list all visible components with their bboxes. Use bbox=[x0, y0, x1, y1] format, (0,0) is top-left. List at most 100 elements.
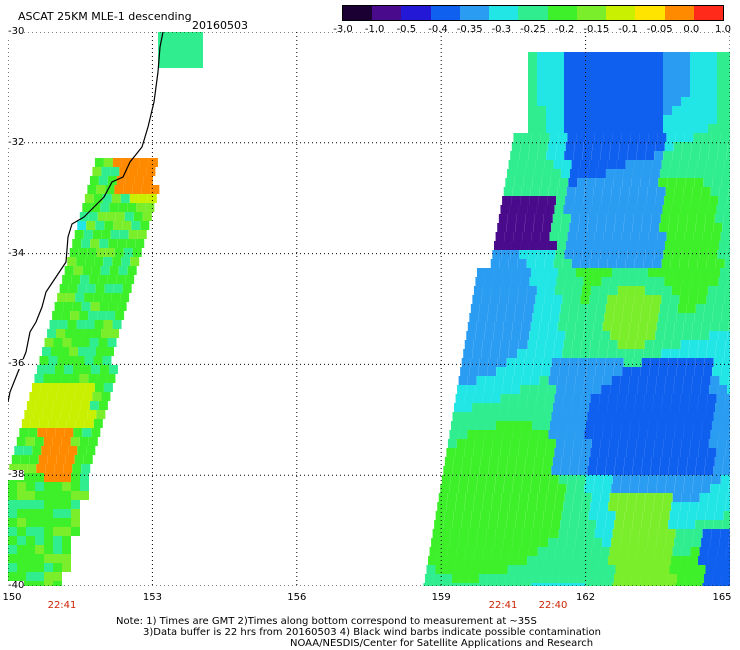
swath-cell bbox=[510, 493, 520, 502]
swath-cell bbox=[555, 79, 564, 88]
swath-cell bbox=[699, 70, 708, 79]
swath-cell bbox=[717, 493, 727, 502]
swath-cell bbox=[506, 520, 516, 529]
swath-cell bbox=[530, 538, 540, 547]
swath-cell bbox=[472, 403, 482, 412]
swath-cell bbox=[499, 259, 509, 268]
swath-cell bbox=[95, 221, 105, 230]
swath-cell bbox=[474, 547, 484, 556]
swath-cell bbox=[478, 367, 488, 376]
swath-cell bbox=[542, 520, 552, 529]
swath-cell bbox=[705, 511, 715, 520]
swath-cell bbox=[620, 322, 630, 331]
swath-cell bbox=[708, 52, 717, 61]
swath-cell bbox=[638, 187, 648, 196]
swath-cell bbox=[565, 142, 575, 151]
swath-cell bbox=[71, 491, 80, 500]
swath-cell bbox=[506, 169, 516, 178]
swath-cell bbox=[53, 509, 62, 518]
swath-cell bbox=[632, 169, 642, 178]
swath-cell bbox=[8, 545, 17, 554]
swath-cell bbox=[618, 52, 627, 61]
swath-cell bbox=[498, 214, 508, 223]
swath-cell bbox=[516, 457, 526, 466]
swath-cell bbox=[693, 232, 703, 241]
swath-cell bbox=[662, 394, 672, 403]
swath-cell bbox=[470, 412, 480, 421]
swath-cell bbox=[612, 133, 622, 142]
swath-cell bbox=[27, 464, 37, 473]
swath-cell bbox=[645, 439, 655, 448]
swath-time-label: 22:40 bbox=[538, 600, 568, 611]
swath-cell bbox=[616, 160, 626, 169]
swath-cell bbox=[656, 376, 666, 385]
swath-cell bbox=[476, 538, 486, 547]
swath-cell bbox=[82, 266, 92, 275]
swath-cell bbox=[86, 284, 96, 293]
swath-cell bbox=[728, 376, 730, 385]
swath-cell bbox=[78, 410, 88, 419]
swath-cell bbox=[545, 448, 555, 457]
swath-cell bbox=[547, 385, 557, 394]
swath-cell bbox=[446, 502, 456, 511]
swath-cell bbox=[98, 401, 108, 410]
swath-cell bbox=[54, 365, 64, 374]
swath-cell bbox=[719, 430, 729, 439]
swath-cell bbox=[688, 349, 698, 358]
swath-cell bbox=[600, 52, 609, 61]
colorbar-swatch bbox=[343, 6, 373, 20]
swath-cell bbox=[598, 403, 608, 412]
swath-cell bbox=[602, 538, 612, 547]
swath-cell bbox=[590, 502, 600, 511]
swath-cell bbox=[707, 394, 717, 403]
swath-cell bbox=[483, 493, 493, 502]
swath-cell bbox=[537, 250, 547, 259]
swath-cell bbox=[688, 160, 698, 169]
swath-cell bbox=[636, 115, 645, 124]
swath-cell bbox=[557, 484, 567, 493]
swath-cell bbox=[98, 338, 108, 347]
swath-cell bbox=[715, 295, 725, 304]
swath-cell bbox=[494, 538, 504, 547]
swath-cell bbox=[527, 556, 537, 565]
swath-cell bbox=[583, 331, 593, 340]
swath-cell bbox=[541, 313, 551, 322]
swath-cell bbox=[580, 403, 590, 412]
swath-cell bbox=[452, 520, 462, 529]
swath-cell bbox=[510, 151, 520, 160]
swath-cell bbox=[573, 70, 582, 79]
swath-cell bbox=[121, 257, 131, 266]
swath-cell bbox=[677, 358, 687, 367]
swath-cell bbox=[707, 205, 717, 214]
swath-cell bbox=[49, 383, 59, 392]
swath-cell bbox=[713, 412, 723, 421]
swath-cell bbox=[571, 403, 581, 412]
swath-cell bbox=[672, 97, 681, 106]
swath-cell bbox=[622, 313, 632, 322]
swath-cell bbox=[558, 133, 568, 142]
swath-cell bbox=[718, 241, 728, 250]
swath-cell bbox=[624, 214, 634, 223]
swath-cell bbox=[681, 61, 690, 70]
swath-cell bbox=[699, 439, 709, 448]
longitude-label: 156 bbox=[287, 592, 307, 603]
swath-cell bbox=[711, 475, 721, 484]
swath-cell bbox=[709, 385, 719, 394]
swath-cell bbox=[608, 502, 618, 511]
swath-cell bbox=[670, 259, 680, 268]
swath-cell bbox=[593, 268, 603, 277]
swath-cell bbox=[699, 79, 708, 88]
swath-cell bbox=[480, 511, 490, 520]
swath-cell bbox=[85, 320, 95, 329]
swath-cell bbox=[701, 538, 711, 547]
swath-cell bbox=[549, 133, 559, 142]
swath-cell bbox=[724, 160, 730, 169]
swath-cell bbox=[638, 268, 648, 277]
swath-cell bbox=[536, 448, 546, 457]
swath-cell bbox=[495, 475, 505, 484]
swath-cell bbox=[31, 383, 41, 392]
swath-cell bbox=[519, 547, 529, 556]
swath-cell bbox=[601, 331, 611, 340]
swath-cell bbox=[564, 547, 574, 556]
swath-cell bbox=[664, 241, 674, 250]
